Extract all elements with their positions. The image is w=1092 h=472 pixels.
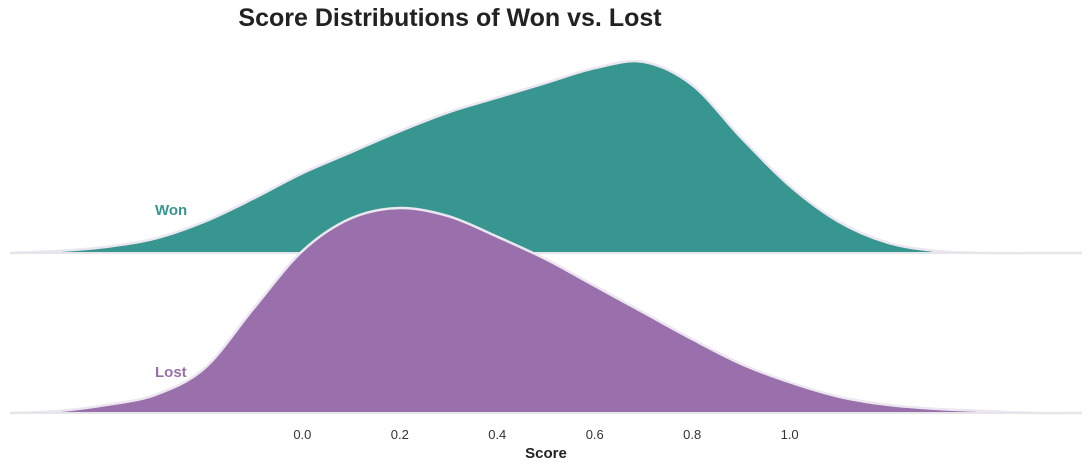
ridge-outline-won	[9, 59, 1082, 255]
ridge-area-won	[10, 61, 1082, 254]
ridge-outline-lost	[9, 206, 1083, 415]
x-tick-label: 0.2	[391, 427, 409, 442]
x-tick-label: 1.0	[781, 427, 799, 442]
x-axis-label: Score	[525, 445, 567, 462]
x-tick-label: 0.8	[683, 427, 701, 442]
chart-title: Score Distributions of Won vs. Lost	[238, 4, 662, 32]
x-tick-label: 0.4	[488, 427, 506, 442]
ridge-area-lost	[10, 207, 1082, 414]
series-label-won: Won	[155, 202, 187, 219]
x-tick-label: 0.0	[293, 427, 311, 442]
series-label-lost: Lost	[155, 364, 187, 381]
x-tick-label: 0.6	[586, 427, 604, 442]
ridges-group: Won Lost	[9, 59, 1083, 415]
x-tick-labels: 0.0 0.2 0.4 0.6 0.8 1.0	[293, 427, 798, 442]
